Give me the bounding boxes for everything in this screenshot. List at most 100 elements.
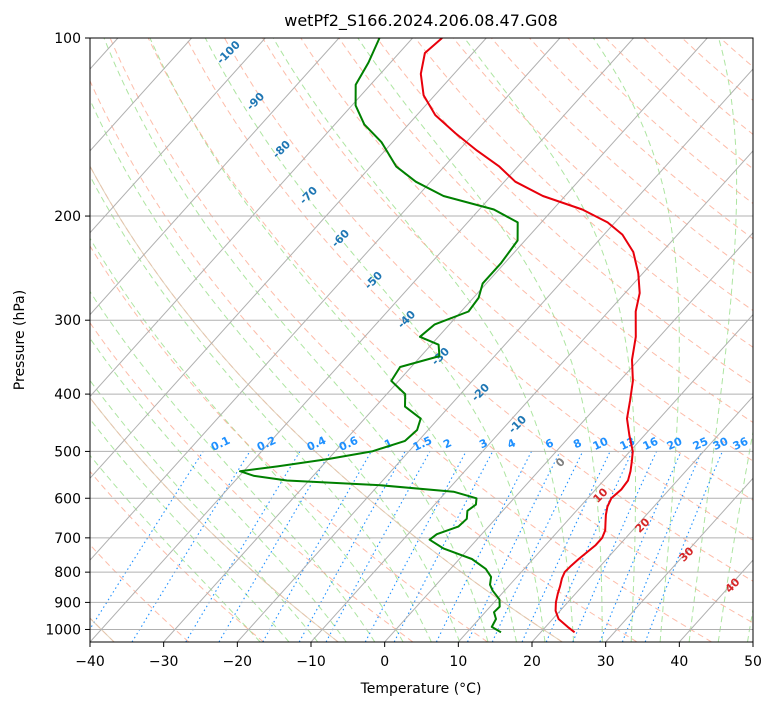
mixing-ratio-label: 36 [731, 435, 751, 453]
dry-adiabat [224, 38, 753, 541]
mixing-ratio-lines [90, 451, 723, 642]
y-tick-label: 800 [54, 565, 81, 581]
dry-adiabat [109, 38, 712, 642]
moist-adiabat [90, 337, 347, 642]
y-tick-label: 200 [54, 209, 81, 225]
isotherm-line [90, 38, 266, 234]
profile-line [419, 38, 641, 634]
isotherm-line [531, 395, 753, 642]
mixing-ratio-line [131, 451, 251, 642]
chart-title: wetPf2_S166.2024.206.08.47.G08 [284, 11, 558, 31]
mixing-ratio-line [467, 451, 561, 642]
y-tick-label: 300 [54, 313, 81, 329]
plot-area: -100-90-80-70-60-50-40-30-20-10010203040… [90, 38, 753, 642]
background-curves [90, 165, 563, 642]
x-tick-label: 50 [744, 654, 762, 670]
y-tick-label: 1000 [45, 622, 81, 638]
x-axis-label: Temperature (°C) [360, 681, 482, 697]
mixing-ratio-line [521, 451, 611, 642]
isotherm-line [457, 313, 753, 642]
x-tick-label: 30 [597, 654, 615, 670]
x-tick-label: −30 [149, 654, 179, 670]
moist-adiabat [90, 418, 290, 642]
x-tick-label: −20 [223, 654, 253, 670]
y-tick-label: 900 [54, 595, 81, 611]
mixing-ratio-label: 25 [691, 435, 710, 453]
y-tick-label: 600 [54, 491, 81, 507]
isotherm-line [90, 38, 561, 561]
dry-adiabat [605, 38, 753, 170]
moist-adiabat [90, 290, 376, 642]
moist-adiabat [90, 454, 261, 642]
moist-adiabat [90, 98, 461, 642]
mixing-ratio-line [545, 451, 633, 642]
isotherm-line [90, 38, 340, 316]
moist-adiabat [717, 429, 753, 642]
series-lines [239, 38, 641, 634]
moist-adiabat [272, 38, 575, 642]
x-tick-label: 20 [523, 654, 541, 670]
moist-adiabat [357, 38, 603, 642]
moist-adiabat [90, 237, 404, 642]
dry-adiabat [90, 321, 414, 642]
x-axis-ticks: −40 −30 −20 −10 0 10 20 30 40 50 [75, 642, 762, 670]
mixing-ratio-line [572, 451, 658, 642]
x-tick-label: 0 [380, 654, 389, 670]
dry-adiabat [491, 38, 753, 276]
isotherm-line [90, 38, 192, 152]
mixing-ratio-line [218, 451, 332, 642]
reference-curve [90, 165, 563, 642]
mixing-ratio-line [491, 451, 584, 642]
isobar-grid [90, 38, 753, 630]
mixing-ratio-line [90, 451, 204, 631]
profile-line [239, 38, 519, 634]
mixing-ratio-label: 30 [711, 435, 731, 453]
dry-adiabat [147, 38, 753, 624]
y-tick-label: 700 [54, 531, 81, 547]
mixing-ratio-line [644, 451, 723, 642]
moist-adiabat [592, 38, 680, 642]
isotherm-line [90, 38, 487, 480]
y-axis-label: Pressure (hPa) [12, 290, 28, 390]
moist-adiabats [90, 38, 753, 642]
reference-curve [90, 396, 339, 642]
moist-adiabat [103, 38, 489, 642]
moist-adiabat [149, 38, 517, 642]
mixing-ratio-line [599, 451, 682, 642]
plot-frame [89, 37, 754, 643]
dry-adiabats [90, 38, 753, 642]
x-tick-label: 40 [670, 654, 688, 670]
mixing-ratio-line [621, 451, 703, 642]
dry-adiabat [262, 38, 753, 501]
mixing-ratio-line [262, 451, 372, 642]
isotherm-line [605, 477, 753, 642]
moist-adiabat [90, 379, 319, 642]
moist-adiabat [464, 38, 636, 642]
moist-adiabat [90, 174, 432, 642]
dry-adiabat [414, 38, 753, 348]
x-tick-label: −10 [296, 654, 326, 670]
isotherm-line [384, 231, 753, 642]
x-tick-label: 10 [449, 654, 467, 670]
dry-adiabat [452, 38, 753, 312]
mixing-ratio-label: 10 [591, 435, 611, 453]
dry-adiabat [90, 245, 488, 642]
isotherm-line [310, 150, 753, 642]
moist-adiabat [204, 38, 546, 642]
dry-adiabat [90, 79, 638, 642]
mixing-ratio-label: 20 [665, 435, 685, 453]
mixing-ratio-line [298, 451, 406, 642]
mixing-ratio-line [325, 451, 431, 642]
y-tick-label: 100 [54, 31, 81, 47]
isotherm-line [90, 38, 634, 642]
y-tick-label: 400 [54, 387, 81, 403]
mixing-ratio-label: 16 [641, 435, 661, 453]
isotherm-line [163, 38, 708, 642]
dry-adiabat [376, 38, 753, 386]
y-tick-label: 500 [54, 444, 81, 460]
y-axis-ticks: 100 200 300 400 500 600 700 800 900 1000 [45, 31, 90, 638]
skewed-isotherm-grid [90, 38, 753, 642]
dry-adiabat [338, 38, 753, 424]
x-tick-label: −40 [75, 654, 105, 670]
